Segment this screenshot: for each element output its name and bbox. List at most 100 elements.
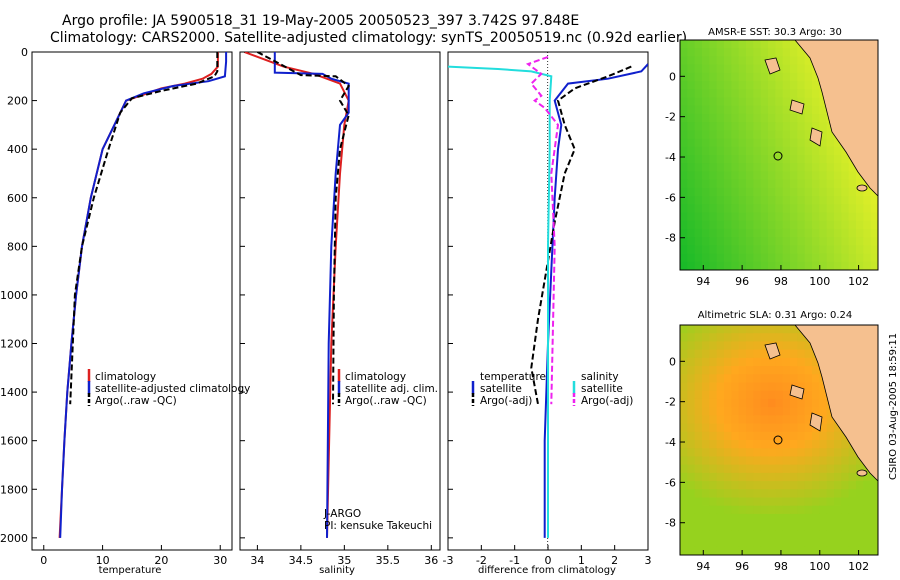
legend-argo-raw: Argo(..raw -QC): [95, 395, 177, 407]
map-cell: [687, 56, 696, 66]
map-cell: [826, 138, 835, 148]
map-ytick-label: -8: [665, 232, 676, 245]
map-cell: [746, 179, 754, 189]
map-cell: [687, 497, 696, 507]
map-cell: [870, 228, 879, 238]
map-cell: [826, 505, 835, 515]
map-cell: [724, 349, 732, 359]
map-cell: [826, 489, 835, 498]
map-cell: [753, 253, 762, 263]
map-cell: [702, 497, 710, 507]
map-cell: [702, 105, 710, 115]
map-cell: [702, 97, 710, 107]
map-cell: [687, 105, 696, 115]
map-cell: [709, 423, 718, 433]
map-cell: [826, 237, 835, 246]
map-cell: [716, 407, 725, 416]
map-cell: [680, 163, 688, 172]
map-cell: [812, 390, 820, 400]
map-cell: [790, 212, 798, 222]
map-cell: [687, 261, 696, 271]
map-cell: [782, 187, 791, 197]
map-cell: [702, 374, 710, 383]
map-cell: [804, 89, 813, 98]
map-cell: [738, 171, 747, 181]
map-cell: [753, 431, 762, 441]
map-cell: [848, 220, 857, 230]
map-cell: [709, 212, 718, 222]
map-cell: [768, 122, 776, 131]
map-cell: [680, 415, 688, 424]
map-cell: [731, 431, 740, 441]
map-cell: [863, 220, 872, 230]
map-cell: [760, 89, 769, 98]
map-cell: [782, 179, 791, 189]
map-cell: [856, 530, 864, 539]
map-cell: [709, 89, 718, 98]
map-cell: [709, 122, 718, 131]
map-cell: [709, 464, 718, 474]
map-cell: [768, 196, 776, 205]
map-cell: [863, 187, 872, 197]
map-cell: [709, 522, 718, 531]
map-cell: [790, 155, 798, 164]
map-cell: [760, 228, 769, 238]
map-cell: [702, 237, 710, 246]
map-cell: [709, 341, 718, 351]
map-cell: [687, 171, 696, 181]
map-cell: [782, 261, 791, 271]
map-cell: [826, 448, 835, 457]
map-cell: [709, 187, 718, 197]
map-cell: [826, 204, 835, 213]
map-cell: [702, 546, 710, 556]
map-cell: [738, 122, 747, 131]
map-cell: [760, 456, 769, 466]
map-cell: [841, 204, 850, 213]
map-cell: [753, 497, 762, 507]
map-cell: [782, 546, 791, 556]
map-cell: [804, 171, 813, 181]
map-cell: [694, 237, 703, 246]
map-cell: [812, 220, 820, 230]
map-cell: [724, 440, 732, 449]
map-xtick-label: 94: [696, 275, 710, 288]
map-cell: [687, 122, 696, 131]
map-cell: [775, 456, 784, 466]
annotation-j-argo: J-ARGO: [323, 508, 361, 520]
map-cell: [680, 431, 688, 441]
map-cell: [738, 481, 747, 490]
map-cell: [687, 341, 696, 351]
map-cell: [819, 431, 828, 441]
salinity-series-1: [273, 52, 350, 538]
map-cell: [738, 333, 747, 342]
map-cell: [680, 522, 688, 531]
map-cell: [680, 407, 688, 416]
map-cell: [856, 187, 864, 197]
map-cell: [709, 431, 718, 441]
map-cell: [760, 349, 769, 359]
map-cell: [812, 530, 820, 539]
map-cell: [753, 423, 762, 433]
map-cell: [804, 407, 813, 416]
map-cell: [804, 56, 813, 66]
map-cell: [841, 245, 850, 254]
map-cell: [804, 464, 813, 474]
map-cell: [856, 522, 864, 531]
map-cell: [724, 341, 732, 351]
map-cell: [702, 220, 710, 230]
map-cell: [709, 349, 718, 359]
map-cell: [724, 81, 732, 90]
map-cell: [848, 261, 857, 271]
map-cell: [753, 530, 762, 539]
map-cell: [731, 253, 740, 263]
map-cell: [687, 481, 696, 490]
map-cell: [724, 261, 732, 271]
map-cell: [709, 374, 718, 383]
map-cell: [768, 261, 776, 271]
map-cell: [768, 333, 776, 342]
map-cell: [804, 497, 813, 507]
map-cell: [826, 513, 835, 523]
map-cell: [687, 81, 696, 90]
map-cell: [731, 489, 740, 498]
map-cell: [768, 212, 776, 222]
